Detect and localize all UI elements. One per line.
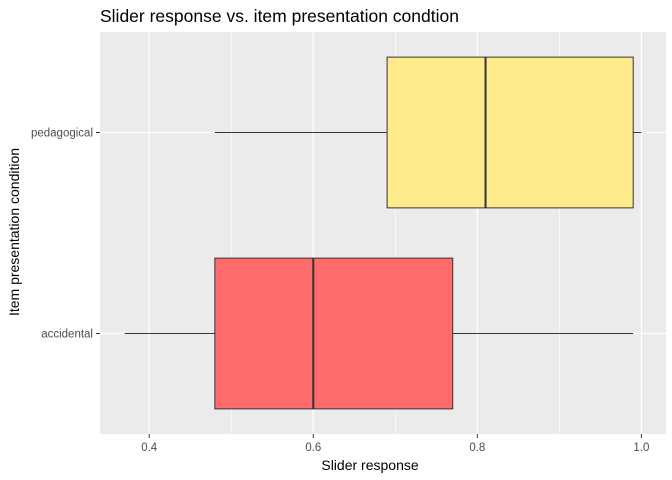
x-axis-title: Slider response	[321, 457, 418, 473]
box-layer	[124, 56, 642, 410]
x-tick-label: 0.6	[305, 442, 321, 454]
box-iqr	[214, 257, 454, 410]
chart-title: Slider response vs. item presentation co…	[100, 6, 459, 26]
y-tick-label: pedagogical	[31, 128, 93, 140]
box-accidental	[124, 257, 634, 410]
x-tick-label: 0.8	[469, 442, 485, 454]
x-tick-label: 0.4	[141, 442, 158, 454]
box-iqr	[386, 56, 634, 209]
x-axis: 0.4 0.6 0.8 1.0	[141, 434, 649, 454]
y-axis-title: Item presentation condition	[6, 148, 22, 316]
x-tick-label: 1.0	[633, 442, 649, 454]
y-tick-label: accidental	[41, 329, 93, 341]
box-pedagogical	[214, 56, 642, 209]
y-axis: accidental pedagogical	[31, 128, 100, 341]
